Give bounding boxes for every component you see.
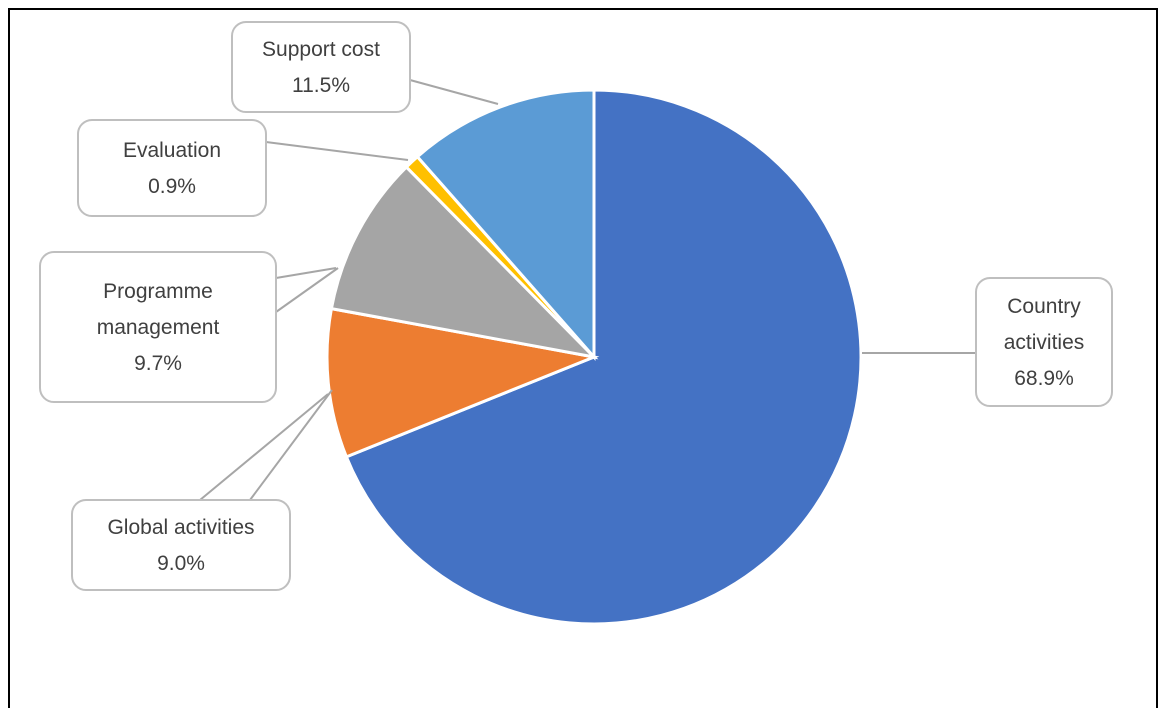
data-label-value: 11.5% xyxy=(292,74,350,97)
leader-line-global-activities xyxy=(249,389,333,501)
data-label-category: management xyxy=(97,316,220,339)
callout-country-activities: Country activities 68.9% xyxy=(975,277,1113,407)
leader-line-programme-management xyxy=(275,267,339,313)
data-label-category: Support cost xyxy=(262,38,380,61)
callout-box xyxy=(77,119,267,217)
data-label-value: 0.9% xyxy=(148,175,196,198)
data-label-category: Country xyxy=(1007,295,1081,318)
callout-support-cost: Support cost 11.5% xyxy=(231,21,411,113)
data-label-category: Programme xyxy=(103,280,213,303)
callout-box xyxy=(71,499,291,591)
callout-evaluation: Evaluation 0.9% xyxy=(77,119,267,217)
leader-line-global-activities xyxy=(199,393,329,501)
callout-box xyxy=(231,21,411,113)
leader-line-support-cost xyxy=(409,79,499,105)
pie-slice-programme-management xyxy=(329,164,599,360)
data-label-value: 9.0% xyxy=(157,552,205,575)
leader-line-programme-management xyxy=(275,267,337,279)
data-label-callouts: Country activities 68.9% Global activities 9… xyxy=(39,21,1113,591)
pie-slice-country-activities xyxy=(344,88,863,626)
callout-programme-management: Programme management 9.7% xyxy=(39,251,277,403)
callout-global-activities: Global activities 9.0% xyxy=(71,499,291,591)
data-label-category: activities xyxy=(1004,331,1085,354)
pie-slice-support-cost xyxy=(415,88,596,361)
data-label-category: Evaluation xyxy=(123,139,221,162)
callout-box xyxy=(39,251,277,403)
pie-slices xyxy=(325,88,863,626)
leader-line-evaluation xyxy=(265,141,409,161)
data-label-value: 9.7% xyxy=(134,352,182,375)
leader-lines xyxy=(199,79,976,501)
data-label-value: 68.9% xyxy=(1014,367,1074,390)
data-label-category: Global activities xyxy=(107,516,254,539)
callout-box xyxy=(975,277,1113,407)
